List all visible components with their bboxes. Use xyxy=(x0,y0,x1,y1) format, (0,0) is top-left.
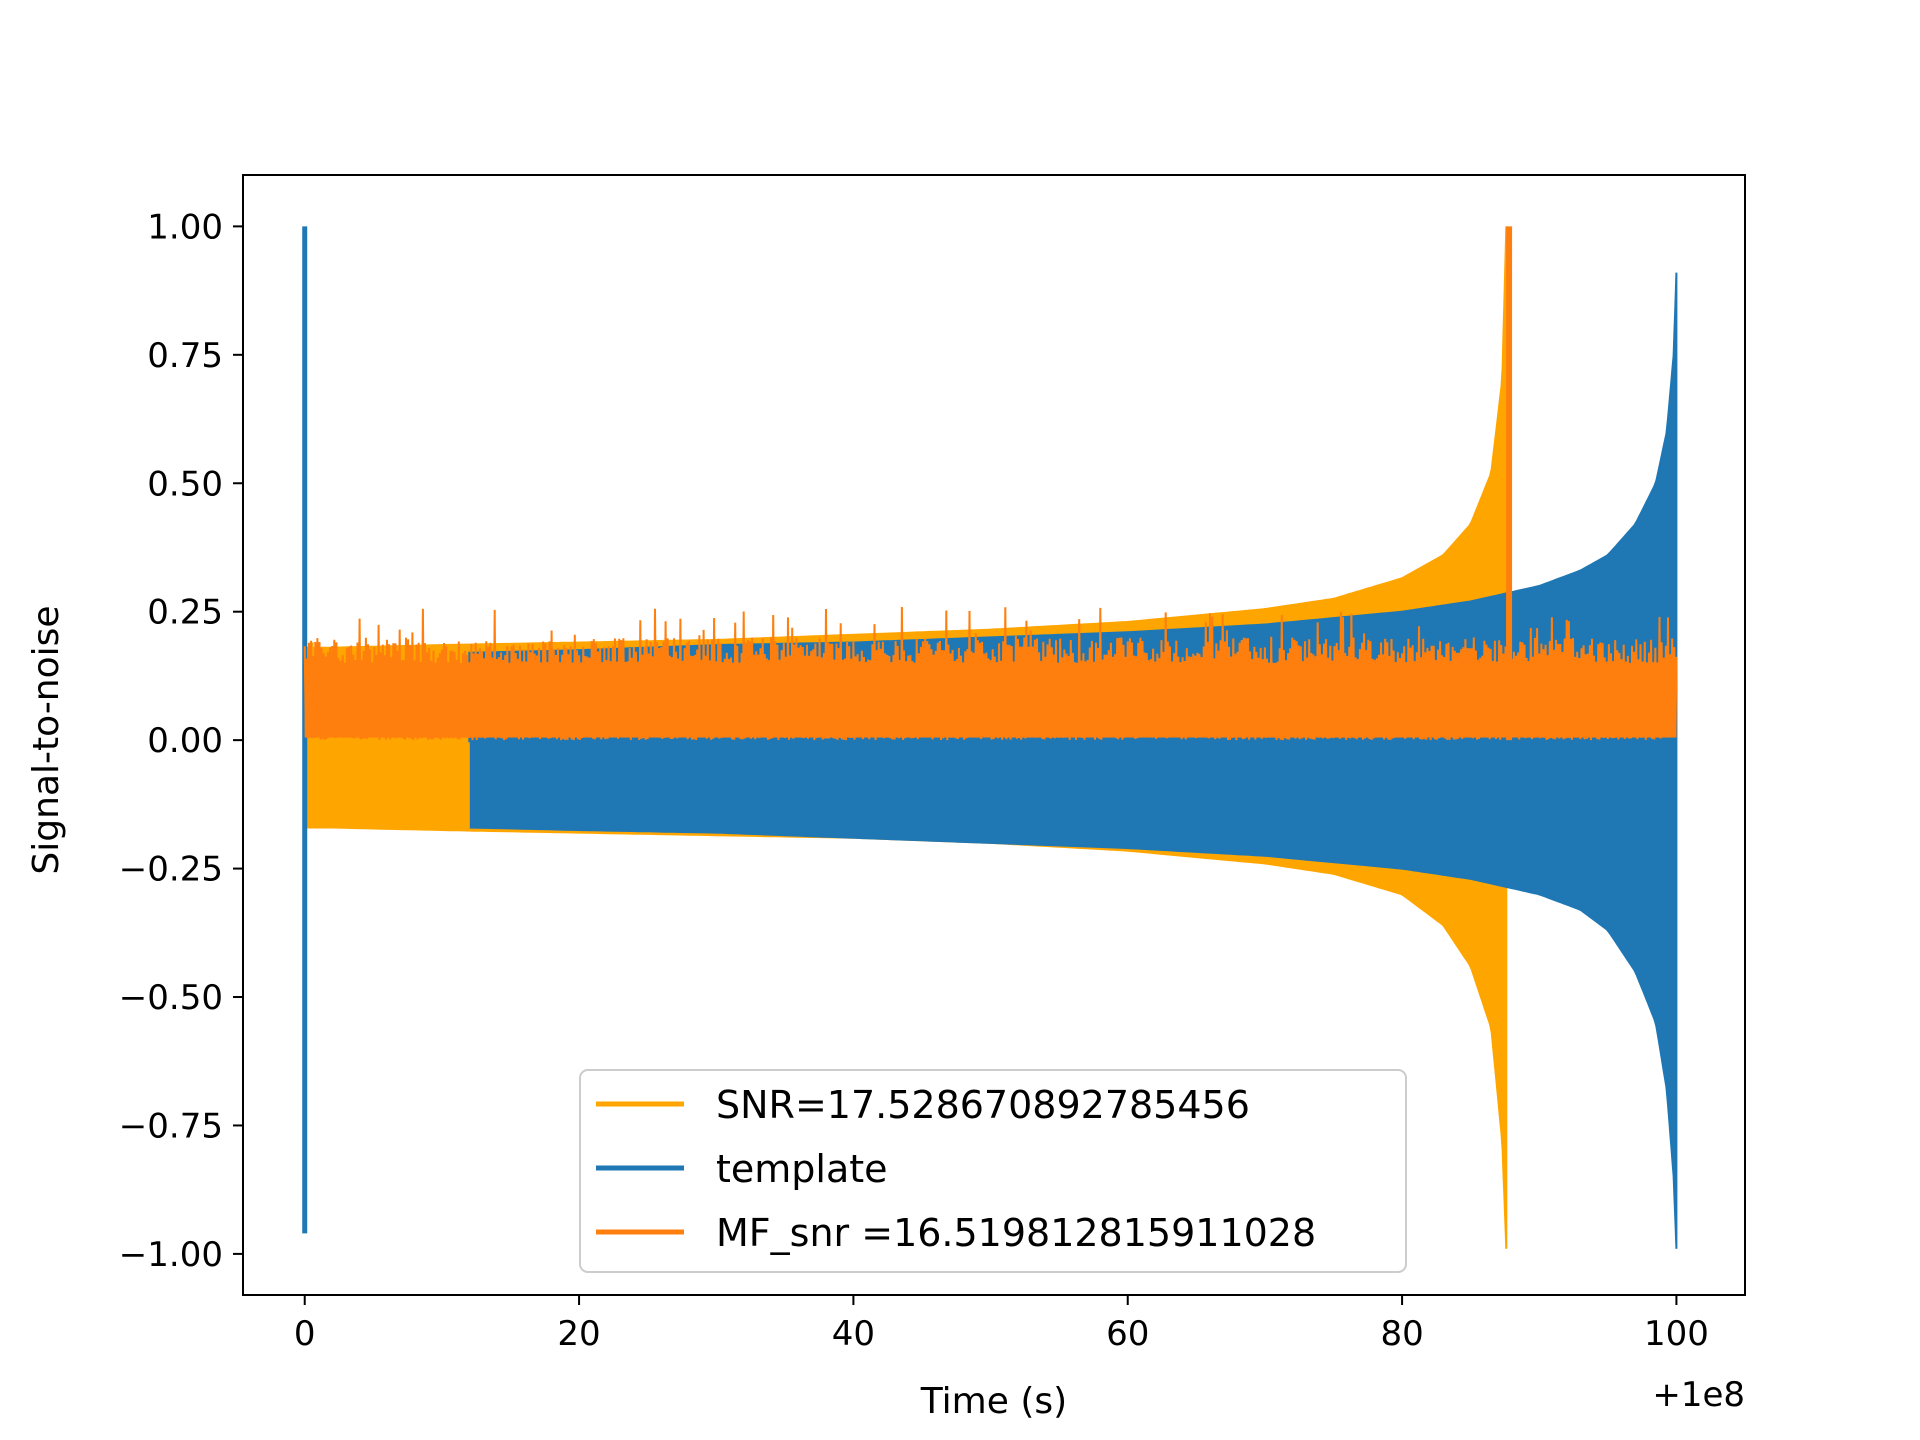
legend-item-template-label: template xyxy=(716,1147,888,1191)
x-ticks: 0 20 40 60 80 100 xyxy=(294,1295,1709,1354)
legend-item-snr-label: SNR=17.528670892785456 xyxy=(716,1083,1250,1127)
x-axis-label: Time (s) xyxy=(920,1381,1067,1422)
legend-box xyxy=(579,1069,1407,1273)
y-ticks: 1.00 0.75 0.50 0.25 0.00 −0.25 −0.50 −0.75 −1.00 xyxy=(119,207,243,1275)
x-tick-label: 40 xyxy=(832,1314,875,1354)
y-tick-label: −1.00 xyxy=(119,1235,223,1275)
legend: SNR=17.528670892785456 template MF_snr =1… xyxy=(579,1069,1407,1273)
y-tick-label: 0.50 xyxy=(147,464,223,504)
y-tick-label: 0.25 xyxy=(147,593,223,633)
y-tick-label: −0.50 xyxy=(119,978,223,1018)
x-tick-label: 80 xyxy=(1380,1314,1423,1354)
legend-items: SNR=17.528670892785456 template MF_snr =1… xyxy=(596,1083,1316,1255)
x-tick-label: 20 xyxy=(557,1314,600,1354)
y-tick-label: −0.75 xyxy=(119,1106,223,1146)
axes-frame xyxy=(242,174,1746,1296)
y-axis-label: Signal-to-noise xyxy=(26,605,67,874)
y-tick-label: 1.00 xyxy=(147,207,223,247)
x-tick-label: 60 xyxy=(1106,1314,1149,1354)
y-tick-label: 0.00 xyxy=(147,721,223,761)
series-mf-snr-noise xyxy=(303,606,1678,741)
series-template-envelope xyxy=(468,272,1678,1249)
y-tick-label: −0.25 xyxy=(119,850,223,890)
x-offset-label: +1e8 xyxy=(1652,1375,1745,1415)
series-snr-lower-segment xyxy=(311,742,470,831)
series-layer xyxy=(302,226,1678,1249)
y-tick-label: 0.75 xyxy=(147,336,223,376)
x-tick-label: 0 xyxy=(294,1314,316,1354)
x-tick-label: 100 xyxy=(1644,1314,1709,1354)
legend-item-mf-snr-label: MF_snr =16.519812815911028 xyxy=(716,1211,1316,1255)
